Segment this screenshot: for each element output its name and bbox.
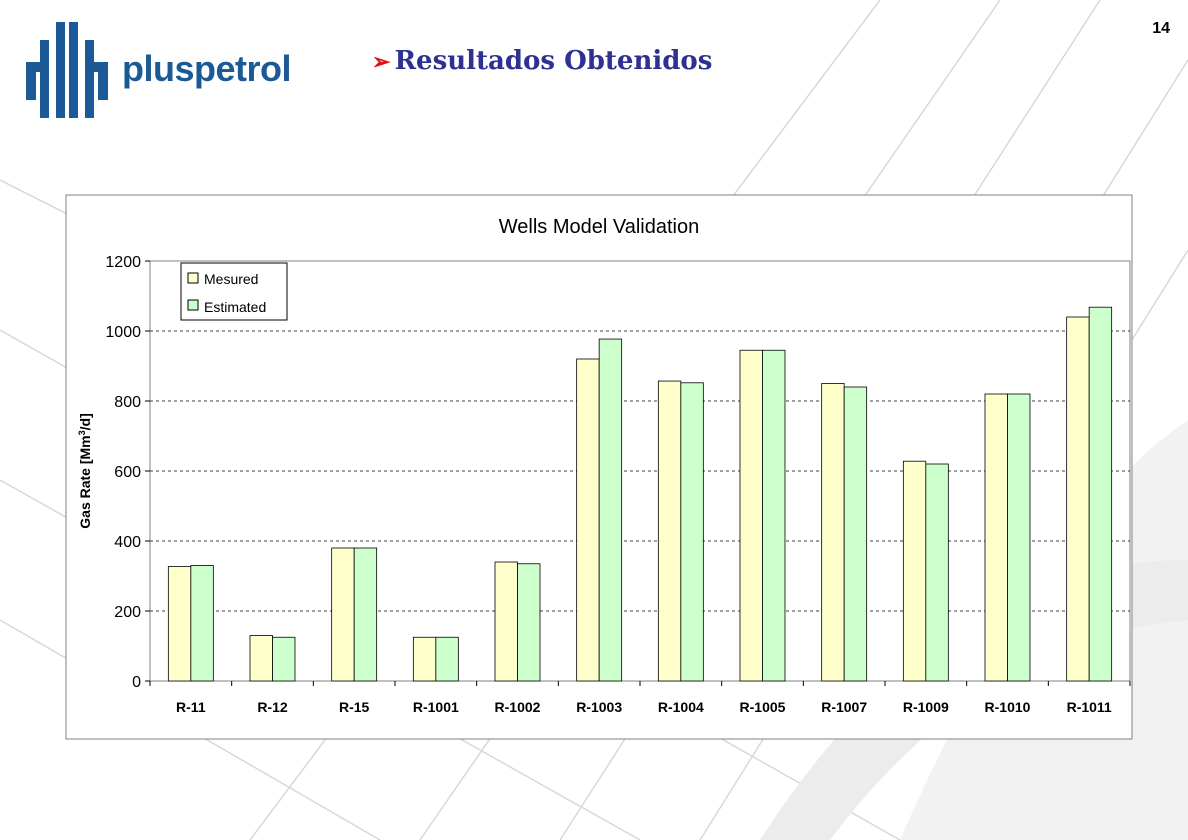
y-axis-label-sup: 3 — [77, 430, 87, 435]
bar-mesured-r-12 — [249, 635, 273, 682]
bar-estimated-r-1003 — [598, 338, 623, 682]
legend-swatch-estimated — [187, 299, 199, 311]
bar-estimated-r-1010 — [1007, 393, 1031, 682]
bar-estimated-r-1002 — [517, 563, 541, 682]
bar-estimated-r-12 — [272, 636, 296, 682]
legend: Mesured Estimated — [180, 262, 288, 321]
x-tick-label: R-1011 — [1067, 699, 1112, 715]
x-tick-label: R-1001 — [413, 699, 459, 715]
bar-estimated-r-1005 — [762, 349, 786, 682]
bar-estimated-r-1004 — [680, 382, 704, 682]
bar-estimated-r-1009 — [925, 463, 949, 682]
pluspetrol-logo-text: pluspetrol — [122, 48, 292, 89]
slide-title: ➢ Resultados Obtenidos — [372, 46, 712, 76]
legend-box — [180, 262, 288, 321]
bar-mesured-r-15 — [331, 547, 355, 682]
y-tick-label: 1200 — [105, 254, 141, 271]
x-tick-label: R-1004 — [658, 699, 704, 715]
bar-mesured-r-1011 — [1066, 316, 1090, 682]
bar-estimated-r-15 — [353, 547, 378, 682]
x-tick-label: R-1005 — [740, 699, 786, 715]
y-tick-label: 600 — [114, 464, 141, 481]
x-tick-label: R-11 — [176, 699, 206, 715]
bar-mesured-r-11 — [167, 566, 192, 682]
legend-label-mesured: Mesured — [204, 271, 258, 287]
y-tick-label: 800 — [114, 394, 141, 411]
x-tick-label: R-1010 — [985, 699, 1031, 715]
slide-title-text: Resultados Obtenidos — [394, 46, 713, 76]
y-axis-label: Gas Rate [Mm3/d] — [77, 413, 93, 528]
bar-estimated-r-11 — [190, 565, 214, 682]
x-axis-ticks: R-11 R-12 R-15 R-1001 R-1002 R-1003 R-1004 R-10… — [149, 681, 1131, 715]
x-tick-label: R-1009 — [903, 699, 949, 715]
bar-estimated-r-1001 — [435, 636, 459, 682]
bar-mesured-r-1007 — [821, 383, 845, 682]
bars — [167, 306, 1113, 682]
bar-estimated-r-1007 — [843, 386, 868, 682]
gridlines — [150, 330, 1130, 612]
pluspetrol-logo-mark — [26, 22, 108, 118]
bar-mesured-r-1009 — [902, 460, 927, 682]
y-axis-label-tail: /d] — [77, 413, 93, 430]
bar-estimated-r-1011 — [1088, 306, 1113, 682]
y-axis-label-main: Gas Rate [Mm — [77, 435, 93, 528]
y-tick-label: 0 — [132, 674, 141, 691]
bar-mesured-r-1005 — [739, 349, 763, 682]
x-tick-label: R-12 — [257, 699, 288, 715]
x-tick-label: R-1003 — [576, 699, 622, 715]
legend-swatch-mesured — [187, 272, 199, 284]
y-tick-label: 400 — [114, 534, 141, 551]
x-tick-label: R-1007 — [821, 699, 867, 715]
page-number: 14 — [1152, 20, 1170, 37]
y-tick-label: 200 — [114, 604, 141, 621]
chart-title: Wells Model Validation — [499, 216, 699, 238]
bar-mesured-r-1004 — [657, 380, 682, 682]
legend-label-estimated: Estimated — [204, 299, 266, 315]
bar-mesured-r-1003 — [576, 358, 600, 682]
bar-mesured-r-1002 — [494, 561, 518, 682]
y-axis-ticks: 0 200 400 600 800 1000 1200 — [105, 254, 150, 691]
arrow-right-icon: ➢ — [372, 49, 391, 75]
y-tick-label: 1000 — [105, 324, 141, 341]
x-tick-label: R-15 — [339, 699, 370, 715]
x-tick-label: R-1002 — [495, 699, 541, 715]
bar-mesured-r-1010 — [984, 393, 1008, 682]
bar-mesured-r-1001 — [412, 636, 437, 682]
